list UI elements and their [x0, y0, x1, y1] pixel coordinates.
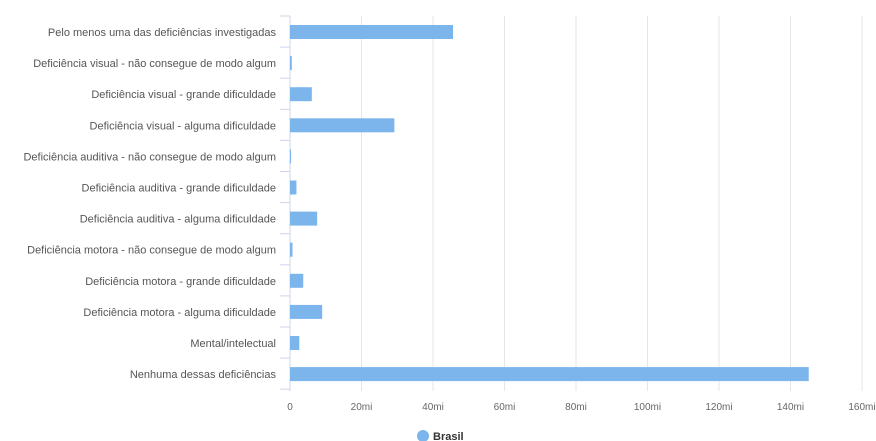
bar-mental-intelectual[interactable]	[290, 336, 300, 350]
category-label-deficiencia-auditiva-grande-dificuldade: Deficiência auditiva - grande dificuldad…	[82, 183, 276, 195]
bar-deficiencia-auditiva-alguma-dificuldade[interactable]	[290, 211, 318, 226]
bar-nenhuma-dessas-deficiencias[interactable]	[290, 367, 809, 382]
category-labels: Pelo menos uma das deficiências investig…	[23, 27, 276, 381]
x-tick-label: 80mi	[565, 402, 587, 413]
legend[interactable]: Brasil	[417, 430, 464, 441]
bar-deficiencia-motora-alguma-dificuldade[interactable]	[290, 304, 323, 319]
grid-lines	[361, 16, 863, 391]
bar-deficiencia-visual-grande-dificuldade[interactable]	[290, 87, 312, 102]
category-label-deficiencia-visual-nao-consegue-de-modo-algum: Deficiência visual - não consegue de mod…	[33, 58, 276, 70]
bar-deficiencia-motora-grande-dificuldade[interactable]	[290, 273, 304, 288]
category-label-deficiencia-auditiva-nao-consegue-de-modo-algum: Deficiência auditiva - não consegue de m…	[23, 151, 276, 163]
bar-deficiencia-visual-nao-consegue-de-modo-algum[interactable]	[290, 56, 292, 71]
category-label-deficiencia-visual-alguma-dificuldade: Deficiência visual - alguma dificuldade	[90, 120, 276, 132]
category-label-deficiencia-auditiva-alguma-dificuldade: Deficiência auditiva - alguma dificuldad…	[80, 214, 276, 226]
category-label-deficiencia-motora-nao-consegue-de-modo-algum: Deficiência motora - não consegue de mod…	[27, 245, 276, 257]
x-tick-label: 0	[287, 402, 293, 413]
bar-series	[290, 25, 809, 382]
legend-marker-brasil[interactable]	[417, 430, 429, 441]
category-label-nenhuma-dessas-deficiencias: Nenhuma dessas deficiências	[130, 369, 277, 381]
x-tick-label: 60mi	[494, 402, 516, 413]
x-tick-label: 100mi	[634, 402, 661, 413]
category-label-deficiencia-visual-grande-dificuldade: Deficiência visual - grande dificuldade	[91, 89, 276, 101]
bar-pelo-menos-uma-das-deficiencias-investigadas[interactable]	[290, 25, 454, 39]
x-tick-label: 20mi	[351, 402, 373, 413]
x-tick-label: 140mi	[777, 402, 804, 413]
x-tick-label: 40mi	[422, 402, 444, 413]
x-tick-label: 120mi	[705, 402, 732, 413]
category-axis	[280, 15, 291, 391]
category-label-deficiencia-motora-alguma-dificuldade: Deficiência motora - alguma dificuldade	[83, 307, 276, 319]
bar-deficiencia-auditiva-grande-dificuldade[interactable]	[290, 180, 297, 195]
bar-deficiencia-auditiva-nao-consegue-de-modo-algum[interactable]	[290, 149, 292, 164]
bar-deficiencia-motora-nao-consegue-de-modo-algum[interactable]	[290, 242, 293, 257]
x-tick-label: 160mi	[848, 402, 875, 413]
category-label-deficiencia-motora-grande-dificuldade: Deficiência motora - grande dificuldade	[85, 276, 276, 288]
category-label-mental-intelectual: Mental/intelectual	[190, 338, 276, 350]
category-label-pelo-menos-uma-das-deficiencias-investigadas: Pelo menos uma das deficiências investig…	[48, 27, 277, 39]
bar-deficiencia-visual-alguma-dificuldade[interactable]	[290, 118, 395, 133]
legend-label-brasil[interactable]: Brasil	[433, 431, 464, 441]
x-axis-tick-labels: 0 20mi 40mi 60mi 80mi 100mi 120mi 140mi 160mi	[287, 402, 875, 413]
